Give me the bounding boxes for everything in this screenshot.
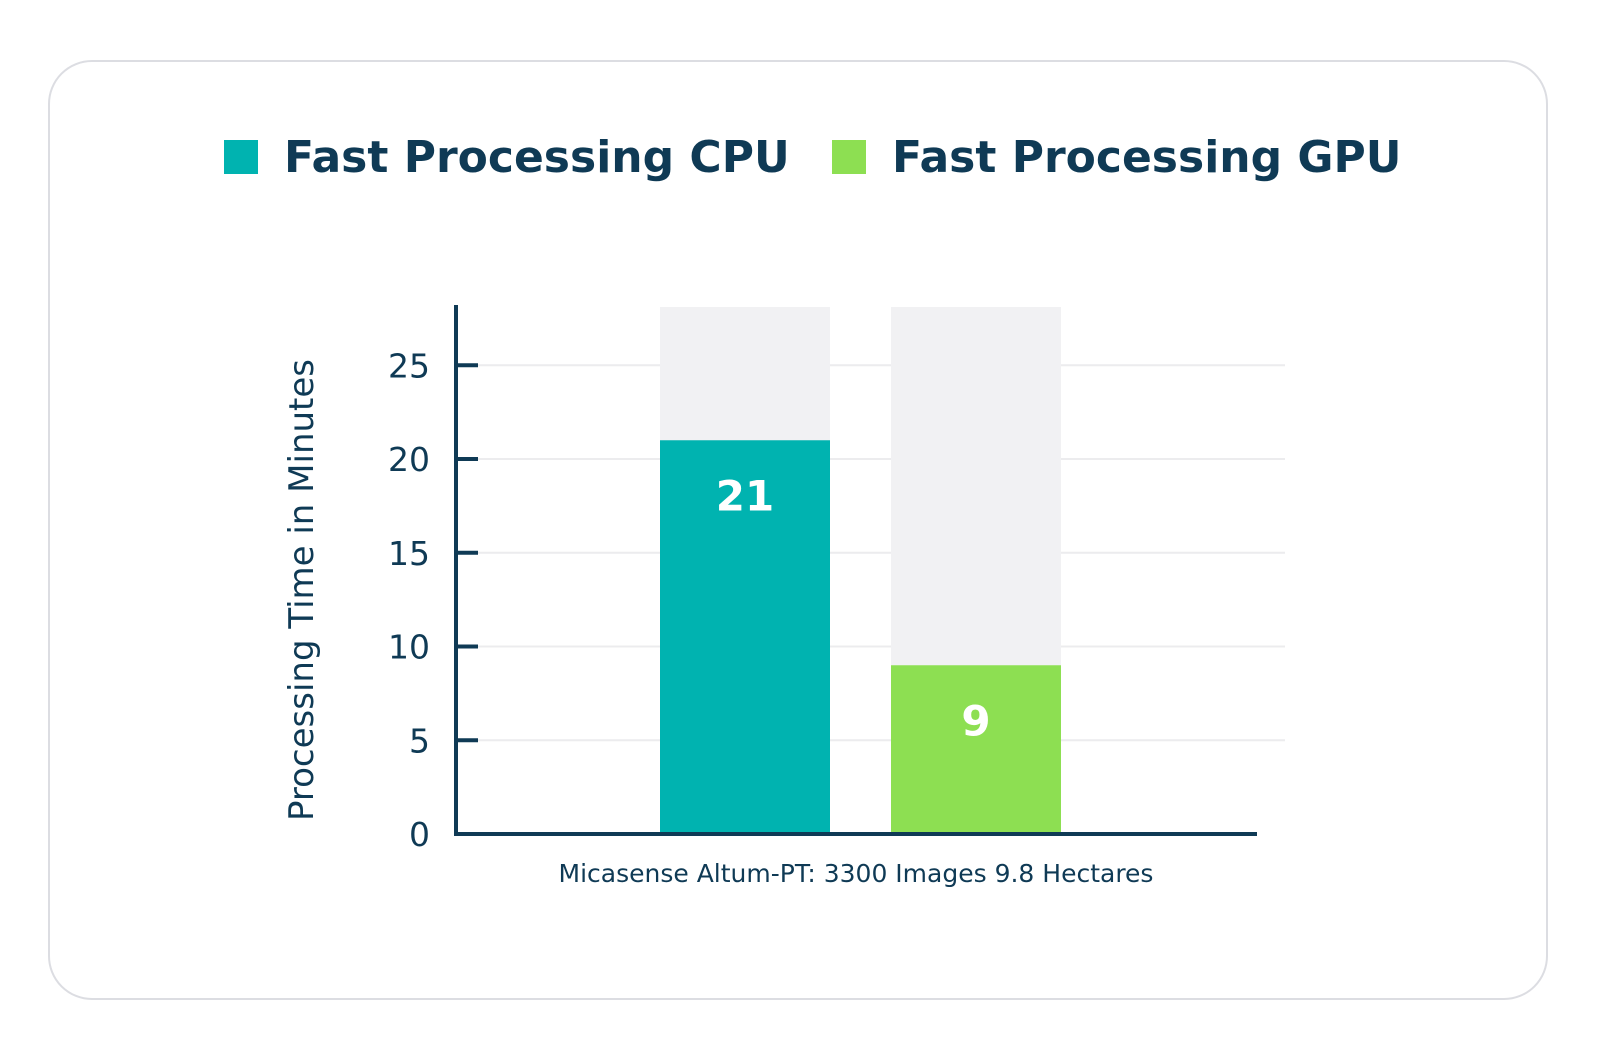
y-tick-label-15: 15 [388, 534, 430, 573]
y-tick-label-0: 0 [409, 815, 430, 854]
legend-label-cpu: Fast Processing CPU [284, 131, 790, 183]
bar-value-label-cpu: 21 [716, 471, 774, 520]
y-axis-title: Processing Time in Minutes [282, 359, 322, 821]
grid-lines [456, 364, 1285, 742]
bar-cpu [660, 440, 830, 834]
bar-gpu [891, 665, 1061, 834]
axes [454, 305, 1257, 836]
y-tick-label-25: 25 [388, 346, 430, 385]
legend-item-cpu: Fast Processing CPU [224, 122, 790, 192]
legend-swatch-cpu [224, 140, 258, 174]
y-tick-label-20: 20 [388, 440, 430, 479]
chart-legend: Fast Processing CPU Fast Processing GPU [0, 122, 1600, 192]
bars: 21 9 [660, 440, 1061, 834]
y-tick-label-10: 10 [388, 628, 430, 667]
y-tick-label-5: 5 [409, 721, 430, 760]
x-axis-category-label: Micasense Altum-PT: 3300 Images 9.8 Hect… [559, 859, 1154, 888]
bar-value-label-gpu: 9 [961, 696, 990, 745]
y-ticks: 0 5 10 15 20 25 [388, 346, 478, 854]
legend-label-gpu: Fast Processing GPU [892, 131, 1402, 183]
legend-swatch-gpu [832, 140, 866, 174]
legend-item-gpu: Fast Processing GPU [832, 122, 1402, 192]
